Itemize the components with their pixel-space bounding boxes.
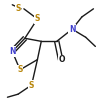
- Text: S: S: [29, 81, 34, 90]
- Text: S: S: [35, 15, 40, 23]
- Text: S: S: [17, 65, 23, 74]
- Text: N: N: [69, 25, 75, 34]
- Text: O: O: [58, 55, 65, 64]
- Text: S: S: [16, 4, 21, 13]
- Text: N: N: [9, 47, 16, 56]
